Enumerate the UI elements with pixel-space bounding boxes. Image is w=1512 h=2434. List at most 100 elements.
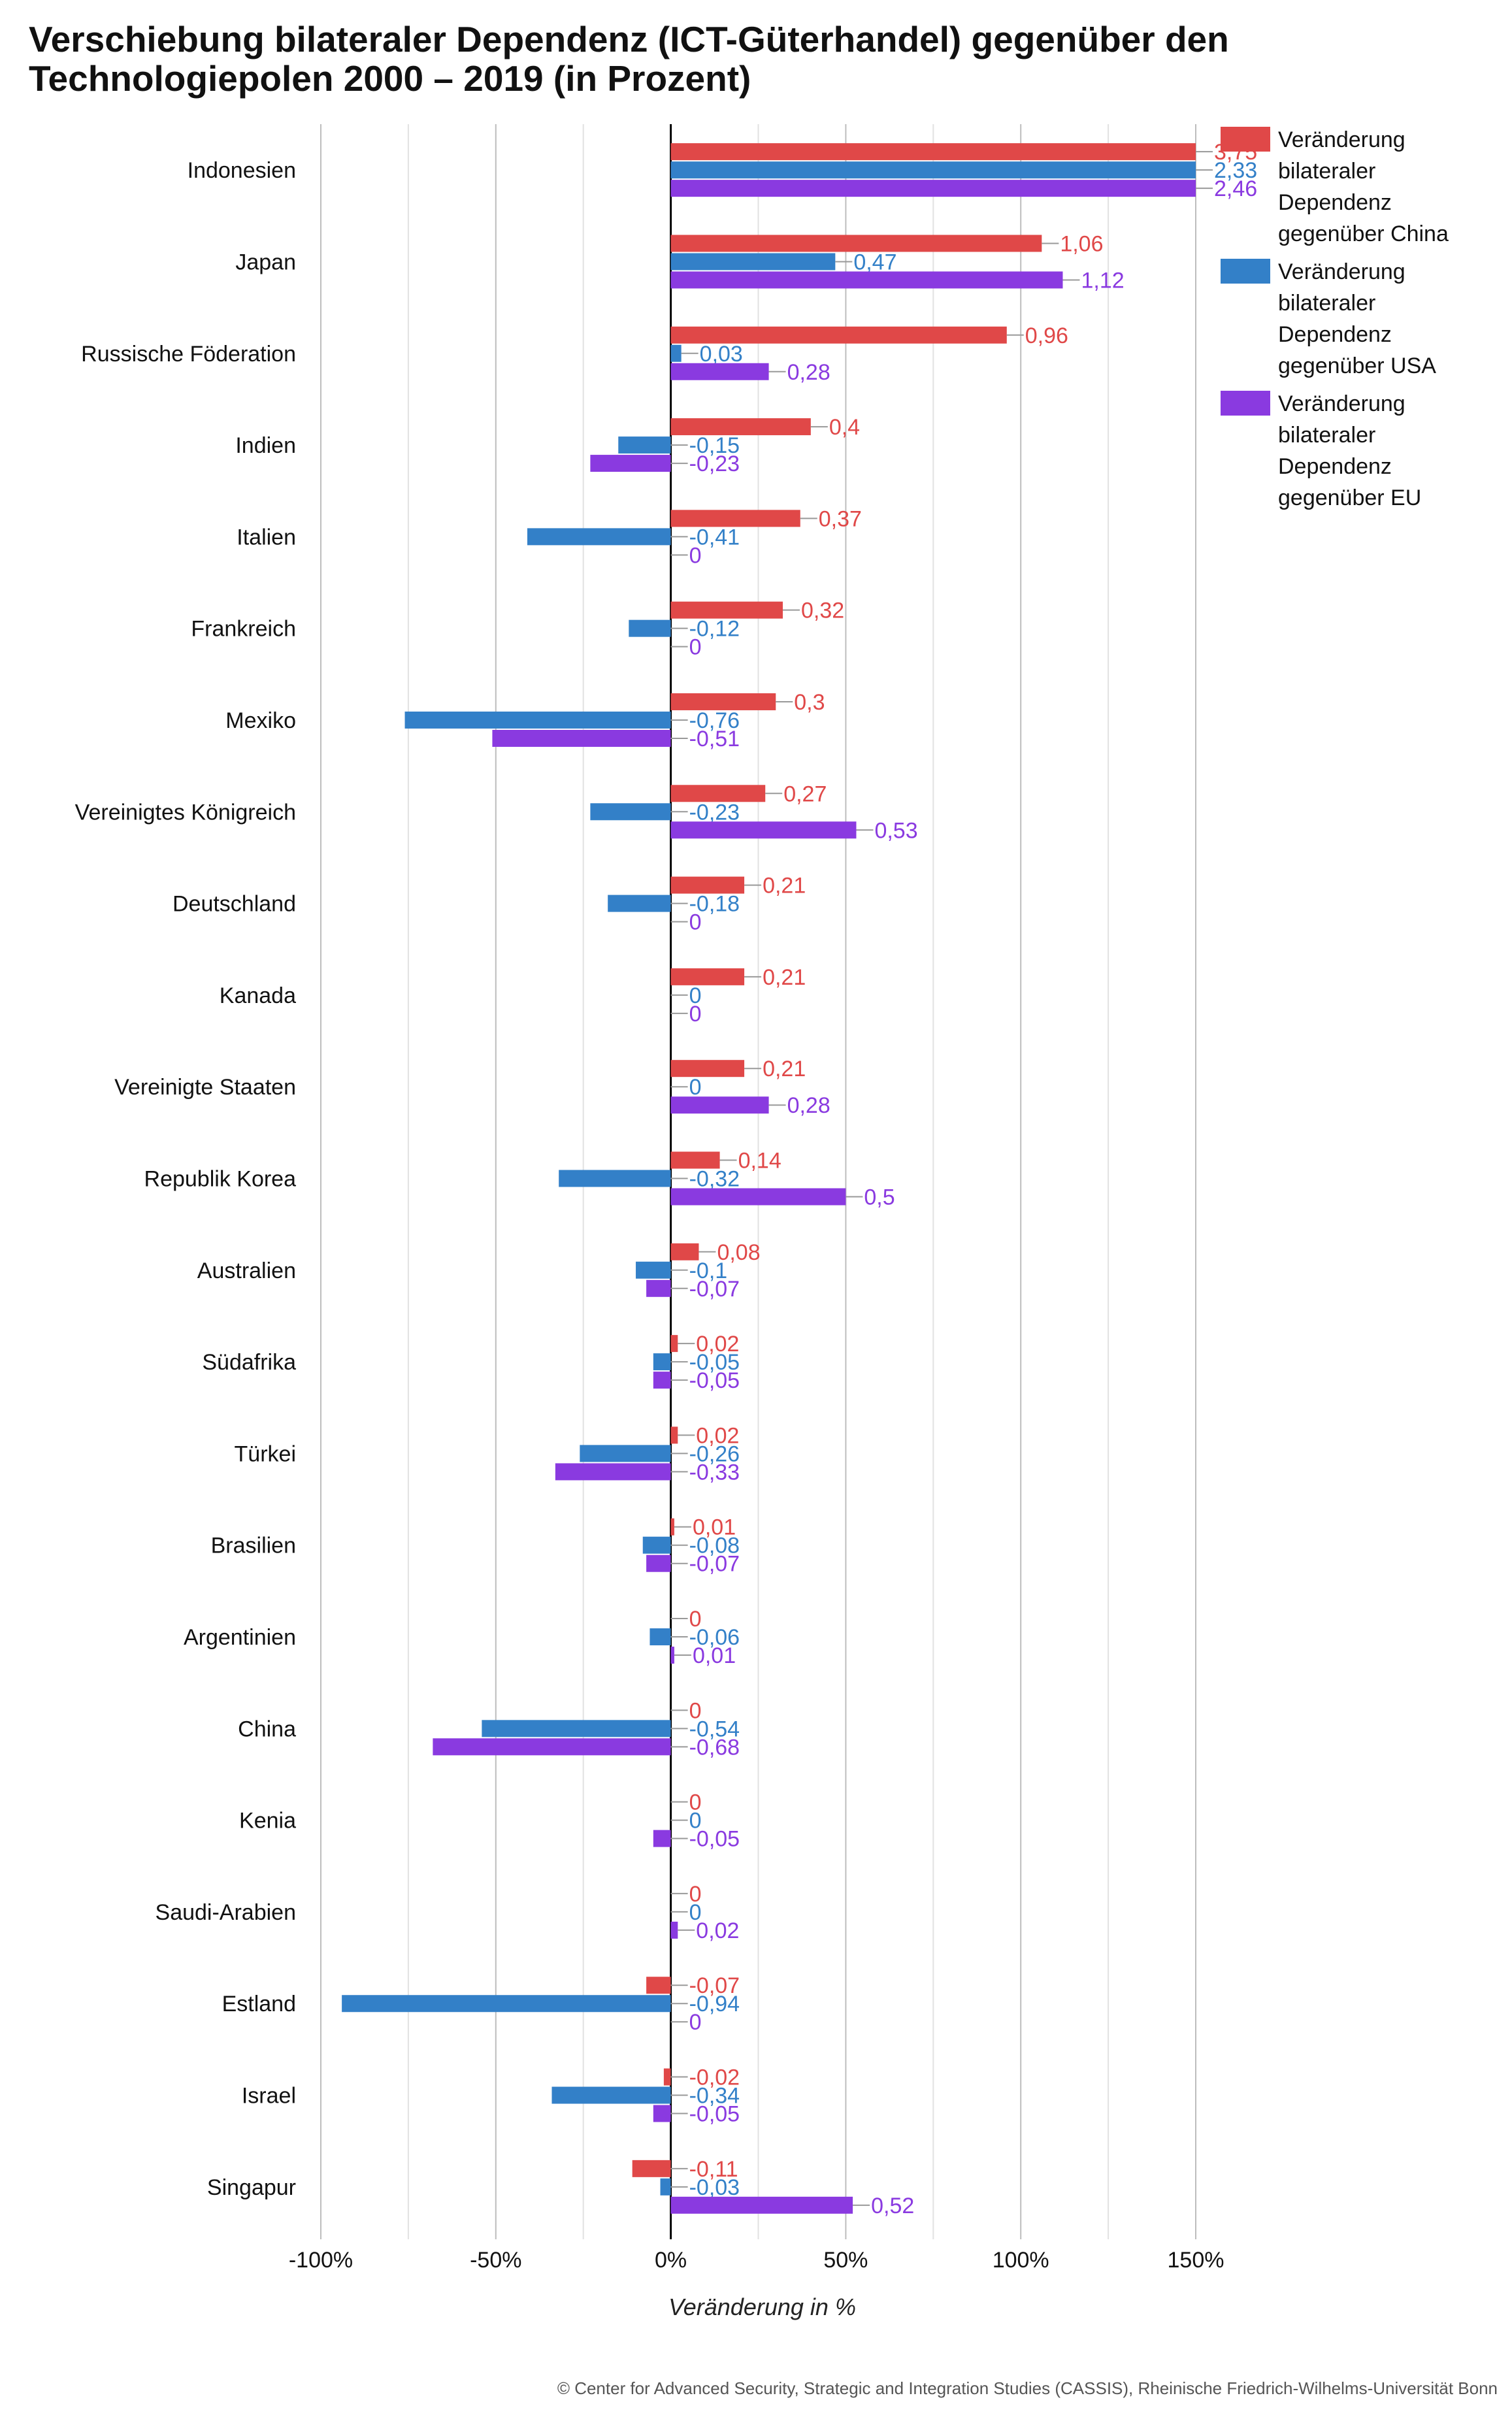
data-label: -0,03 (689, 2175, 740, 2200)
data-label: 0,52 (871, 2194, 914, 2218)
bar (670, 418, 811, 436)
data-label: -0,18 (689, 892, 740, 917)
bar (404, 711, 671, 729)
data-label: 0 (689, 1882, 702, 1907)
legend-item[interactable]: Veränderung bilateraler Dependenz gegenü… (1221, 124, 1508, 250)
data-label: 0,5 (864, 1185, 895, 1210)
data-label: 2,46 (1214, 176, 1257, 201)
category-label: China (238, 1717, 296, 1741)
data-label: 0,32 (801, 599, 844, 623)
category-label: Kenia (239, 1809, 296, 1834)
data-label: -0,54 (689, 1717, 740, 1741)
data-label: 2,33 (1214, 158, 1257, 183)
category-label: Deutschland (173, 892, 296, 917)
bar (670, 968, 745, 985)
bar (670, 876, 745, 894)
bar (646, 1554, 671, 1572)
data-label: 0 (689, 1075, 702, 1100)
data-label: 0 (689, 1900, 702, 1925)
footer-credit: © Center for Advanced Security, Strategi… (557, 2378, 1498, 2398)
x-tick-label: 0% (655, 2248, 687, 2273)
data-label: 1,12 (1081, 268, 1124, 293)
category-label: Indien (235, 433, 296, 458)
category-label: Saudi-Arabien (156, 1900, 296, 1925)
bar (342, 1995, 671, 2013)
x-tick-label: -100% (289, 2248, 353, 2273)
bar (580, 1445, 671, 1462)
data-label: 0,21 (763, 874, 806, 898)
bar (670, 1426, 678, 1444)
data-label: -0,06 (689, 1625, 740, 1650)
bar (670, 2196, 853, 2214)
data-label: -0,76 (689, 708, 740, 733)
bar (670, 143, 1196, 161)
bar (670, 363, 769, 380)
bar (555, 1463, 671, 1481)
data-label: 0,4 (829, 415, 860, 440)
x-tick-label: 50% (823, 2248, 868, 2273)
bar (618, 436, 671, 454)
data-label: 0,27 (783, 781, 827, 806)
category-label: Russische Föderation (81, 342, 296, 367)
data-label: -0,34 (689, 2084, 740, 2109)
bar (653, 1830, 671, 1847)
bar (629, 619, 671, 637)
data-label: 0 (689, 1607, 702, 1632)
data-label: -0,11 (689, 2157, 738, 2182)
bar (670, 1647, 674, 1664)
bar (670, 271, 1063, 289)
data-label: 0 (689, 635, 702, 660)
category-label: Vereinigtes Königreich (75, 800, 296, 825)
data-label: -0,15 (689, 433, 740, 458)
category-label: Israel (242, 2084, 296, 2109)
data-label: 0,21 (763, 1057, 806, 1081)
data-label: 0 (689, 910, 702, 935)
category-label: Australien (197, 1258, 296, 1283)
data-label: -0,23 (689, 452, 740, 476)
data-label: -0,32 (689, 1167, 740, 1192)
bar (433, 1738, 671, 1756)
bar (670, 344, 682, 362)
category-label: Mexiko (225, 708, 296, 733)
bar (670, 601, 783, 619)
data-label: -0,07 (689, 1973, 740, 1998)
category-label: Republik Korea (144, 1167, 297, 1192)
bar (670, 693, 776, 710)
legend-item[interactable]: Veränderung bilateraler Dependenz gegenü… (1221, 388, 1508, 514)
category-label: Türkei (235, 1441, 296, 1466)
data-label: -0,02 (689, 2065, 740, 2090)
data-label: -0,41 (689, 525, 740, 550)
legend-item[interactable]: Veränderung bilateraler Dependenz gegenü… (1221, 256, 1508, 382)
data-label: -0,05 (689, 2102, 740, 2127)
category-label: Vereinigte Staaten (114, 1075, 296, 1100)
bar (551, 2086, 671, 2104)
data-label: 0,01 (693, 1515, 736, 1540)
bar (492, 729, 671, 747)
bar (636, 1261, 671, 1279)
legend: Veränderung bilateraler Dependenz gegenü… (1221, 124, 1508, 520)
x-tick-label: 150% (1168, 2248, 1224, 2273)
data-label: 0,96 (1025, 323, 1068, 348)
bar (632, 2160, 671, 2177)
bar (670, 1060, 745, 1077)
bar (590, 455, 671, 472)
bar (660, 2178, 671, 2196)
bar (646, 1279, 671, 1297)
data-label: 0,03 (700, 342, 743, 367)
bar (670, 821, 857, 839)
bar (482, 1720, 671, 1737)
legend-swatch (1221, 391, 1270, 416)
bar (653, 2105, 671, 2122)
bar (663, 2068, 671, 2086)
category-label: Indonesien (188, 158, 296, 183)
data-label: 0,01 (693, 1643, 736, 1668)
data-label: 0 (689, 543, 702, 568)
data-label: 0 (689, 1002, 702, 1027)
bar (646, 1977, 671, 1994)
bar (608, 895, 671, 912)
data-label: -0,1 (689, 1258, 728, 1283)
bar (670, 1151, 720, 1169)
bar (653, 1353, 671, 1371)
category-label: Südafrika (202, 1350, 296, 1375)
data-label: 0,08 (717, 1240, 760, 1265)
